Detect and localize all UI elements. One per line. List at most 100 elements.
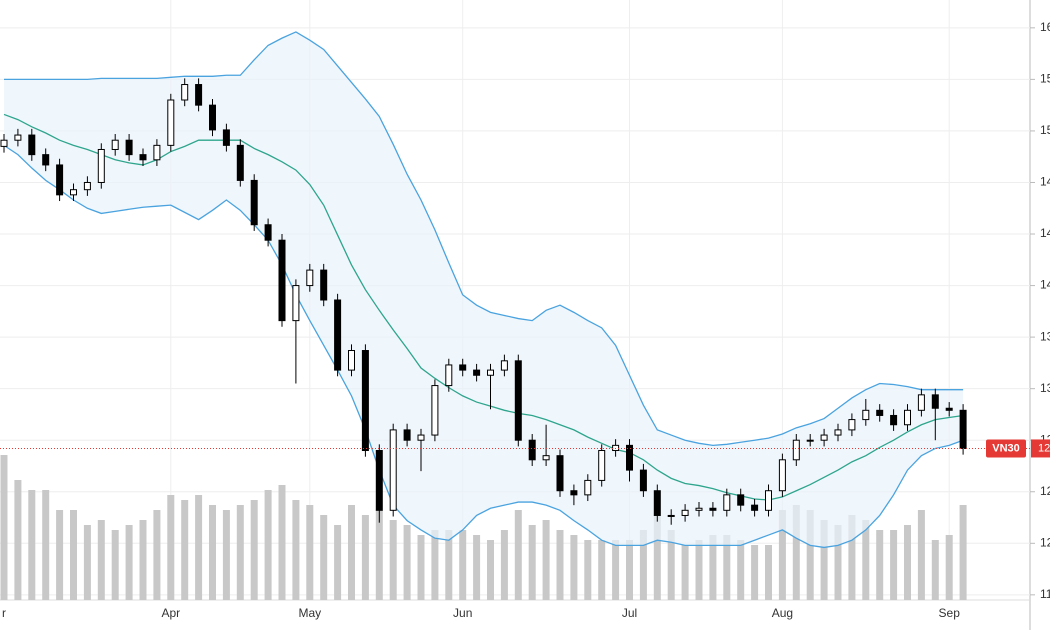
candle-body [139,154,147,161]
candle-body [42,154,50,166]
volume-bar [222,510,230,600]
candle-body [389,429,397,511]
y-tick-label: 14 [1040,278,1050,292]
candle-body [639,469,647,492]
candle-body [250,179,258,226]
candle-body [181,84,189,101]
y-tick-label: 11 [1040,587,1050,601]
candle-body [612,444,620,452]
volume-bar [626,540,633,600]
volume-bar [890,530,898,600]
candle-body [653,490,661,516]
candle-body [222,129,230,146]
candle-body [514,360,522,441]
volume-bar [292,500,300,600]
candle-body [904,409,911,426]
volume-bar [876,530,884,600]
candle-body [556,455,564,492]
volume-bar [751,545,759,600]
volume-bar [125,525,133,600]
volume-bar [403,525,411,600]
volume-bar [278,485,286,600]
middle-band [3,113,964,501]
volume-bar [598,540,606,600]
candle-body [487,369,494,376]
y-tick-label: 13 [1040,381,1050,395]
x-tick-label: r [2,606,6,620]
volume-bar [765,545,772,600]
volume-bar [375,510,383,600]
y-tick-label: 14 [1040,175,1050,189]
candle-body [306,269,314,287]
y-tick-label: 12 [1040,535,1050,549]
volume-bar [848,515,856,600]
volume-bar [445,530,453,600]
volume-bar [500,530,508,600]
y-tick-label: 13 [1040,329,1050,343]
volume-bar [28,490,36,600]
x-tick-label: Sep [939,606,961,620]
volume-bar [209,505,216,600]
candle-body [917,394,925,411]
symbol-tag [986,439,1026,458]
volume-bar [612,540,620,600]
volume-bar [0,455,8,600]
candle-body [737,494,745,506]
volume-bar [320,515,328,600]
candle-body [83,181,91,191]
candle-body [167,99,175,146]
candle-body [695,507,703,511]
candle-body [97,148,105,183]
volume-bar [264,490,272,600]
candle-body [348,350,355,371]
candle-body [709,507,717,511]
candle-body [862,409,870,421]
candle-body [264,224,272,241]
volume-bar [139,520,147,600]
y-tick-label: 16 [1040,20,1050,34]
volume-bar [111,530,119,600]
volume-bar [709,535,717,600]
candle-body [14,134,22,141]
volume-bar [487,540,494,600]
candle-body [834,429,842,436]
volume-bar [236,505,244,600]
candle-body [473,369,481,376]
candle-body [56,164,64,196]
volume-bar [778,510,786,600]
x-tick-label: Jul [622,606,637,620]
candle-body [792,439,800,461]
y-tick-label: 12 [1040,484,1050,498]
candle-body [0,139,8,147]
candle-body [806,439,814,442]
volume-bar [14,480,22,600]
candle-body [320,269,328,301]
volume-bar [250,500,258,600]
y-tick-label: 15 [1040,72,1050,86]
volume-bar [167,495,175,600]
candle-body [431,385,439,436]
x-tick-label: Apr [161,606,180,620]
candle-body [584,479,592,496]
x-tick-label: May [298,606,321,620]
candle-body [445,364,453,387]
candle-body [765,490,772,511]
candle-body [278,239,286,322]
volume-bar [792,505,800,600]
volume-bar [334,525,342,600]
candle-body [820,434,828,441]
volume-bar [570,535,578,600]
candle-body [667,514,675,517]
volume-bar [473,535,481,600]
volume-bar [306,505,314,600]
volume-bar [56,510,64,600]
candle-body [236,144,244,181]
symbol-label: VN30 [992,442,1020,454]
candle-body [111,139,119,150]
volume-bar [195,495,203,600]
candle-body [542,455,550,461]
candle-body [876,409,884,416]
volume-bar [681,545,689,600]
volume-bar [723,535,731,600]
